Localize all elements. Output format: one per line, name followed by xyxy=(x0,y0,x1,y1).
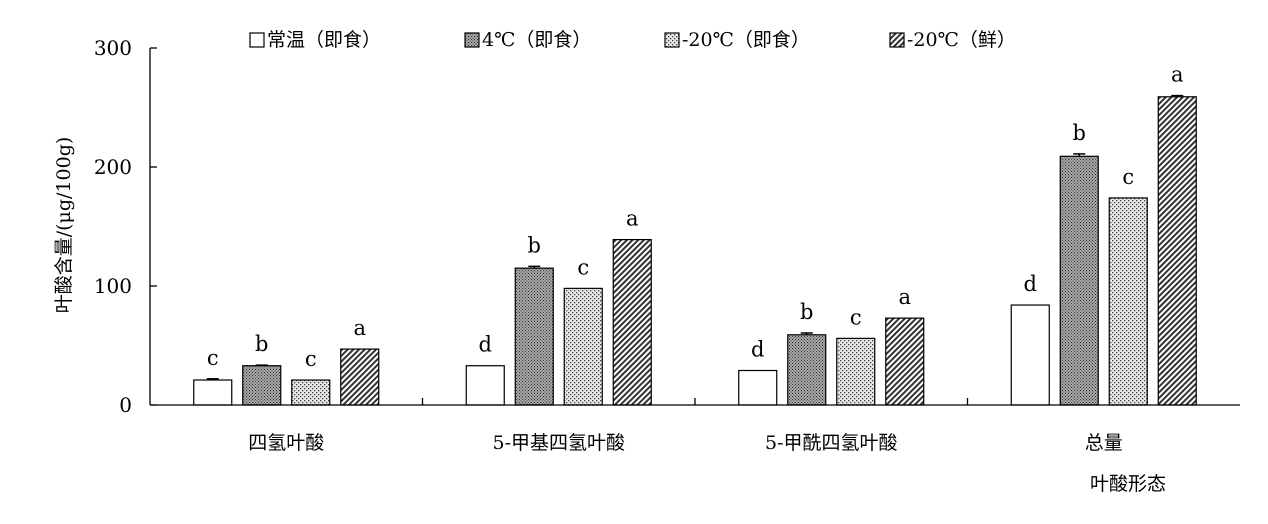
significance-letter: b xyxy=(255,332,268,356)
bar xyxy=(340,348,380,406)
significance-letter: a xyxy=(353,316,366,340)
legend-label: 常温（即食） xyxy=(267,29,381,51)
legend-label: -20℃（鲜） xyxy=(907,29,1016,51)
bar xyxy=(1108,197,1148,406)
legend-label: -20℃（即食） xyxy=(682,29,810,51)
bar xyxy=(291,379,331,406)
significance-letter: c xyxy=(577,255,589,279)
y-tick-label: 0 xyxy=(119,393,132,417)
x-tick-label: 5-甲酰四氢叶酸 xyxy=(765,432,898,454)
bar xyxy=(885,317,925,406)
legend-swatch xyxy=(464,32,480,48)
bar xyxy=(193,379,233,406)
significance-letter: d xyxy=(479,333,492,357)
bar xyxy=(836,337,876,406)
x-axis-label: 叶酸形态 xyxy=(1090,473,1166,495)
significance-letter: c xyxy=(305,347,317,371)
bars: c b c a d b c a d b c a d b c a xyxy=(193,63,1197,406)
y-tick-label: 100 xyxy=(94,274,132,298)
significance-letter: a xyxy=(898,285,911,309)
significance-letter: b xyxy=(1073,121,1086,145)
x-tick-label: 5-甲基四氢叶酸 xyxy=(492,432,625,454)
bar xyxy=(514,267,554,406)
bar xyxy=(1010,304,1050,406)
significance-letter: b xyxy=(800,300,813,324)
bar xyxy=(465,365,505,406)
legend-label: 4℃（即食） xyxy=(482,29,591,51)
legend-swatch xyxy=(664,32,680,48)
significance-letter: c xyxy=(1122,165,1134,189)
axes: 叶酸含量/(μg/100g) 叶酸形态 xyxy=(53,137,1166,495)
significance-letter: c xyxy=(207,346,219,370)
bar xyxy=(1157,96,1197,406)
bar xyxy=(612,238,652,406)
legend-swatch xyxy=(249,32,265,48)
significance-letter: d xyxy=(751,337,764,361)
ticks: 0 100 200 300 四氢叶酸 5-甲基四氢叶酸 5-甲酰四氢叶酸 总量 xyxy=(94,36,1240,454)
bar xyxy=(563,287,603,406)
legend-swatch xyxy=(889,32,905,48)
bar xyxy=(738,369,778,406)
bar xyxy=(787,334,827,406)
x-tick-label: 总量 xyxy=(1085,432,1123,454)
significance-letter: a xyxy=(626,207,639,231)
bar xyxy=(242,365,282,406)
significance-letter: b xyxy=(528,233,541,257)
x-tick-label: 四氢叶酸 xyxy=(248,432,324,454)
significance-letter: c xyxy=(850,305,862,329)
bar xyxy=(1059,155,1099,406)
y-tick-label: 300 xyxy=(94,36,132,60)
y-tick-label: 200 xyxy=(94,155,132,179)
y-axis-label: 叶酸含量/(μg/100g) xyxy=(53,137,75,314)
significance-letter: a xyxy=(1171,63,1184,87)
legend: 常温（即食） 4℃（即食） -20℃（即食） -20℃（鲜） xyxy=(249,29,1016,51)
significance-letter: d xyxy=(1024,272,1037,296)
